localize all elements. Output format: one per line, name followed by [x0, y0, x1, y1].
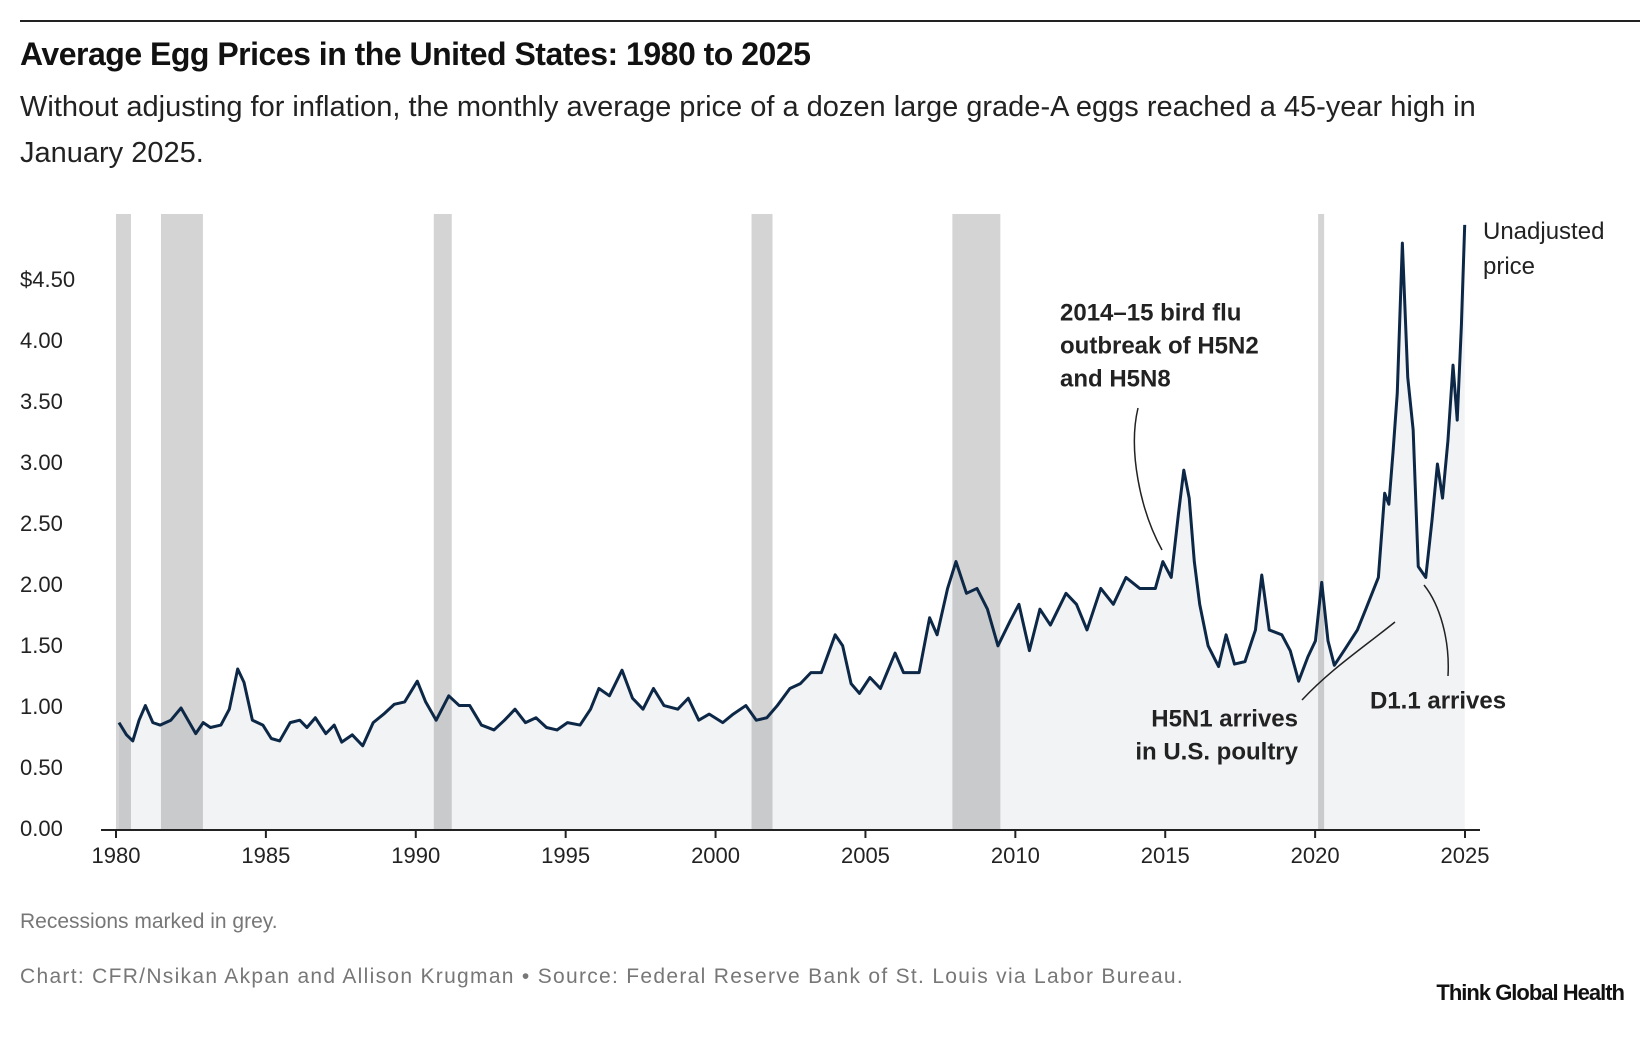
note: Recessions marked in grey.	[20, 910, 278, 933]
recession-band	[115, 214, 131, 830]
annotation: H5N1 arrives in U.S. poultry	[1135, 705, 1298, 765]
area	[118, 224, 1465, 830]
y-tick-label: $4.50	[20, 267, 75, 292]
recession-band	[160, 214, 203, 830]
y-tick-label: 2.50	[20, 511, 63, 536]
x-tick-label: 2025	[1441, 843, 1490, 868]
annotation-text: outbreak of H5N2	[1060, 332, 1259, 359]
annotation-text: H5N1 arrives	[1151, 705, 1298, 732]
recession-band	[952, 214, 1001, 830]
x-tick-label: 1990	[391, 843, 440, 868]
annotation-text: 2014–15 bird flu	[1060, 299, 1241, 326]
y-tick-label: 0.50	[20, 755, 63, 780]
x-tick-label: 2010	[991, 843, 1040, 868]
recession-band	[433, 214, 452, 830]
x-tick-label: 1985	[241, 843, 290, 868]
x-tick-label: 2005	[841, 843, 890, 868]
y-tick-label: 4.00	[20, 328, 63, 353]
y-tick-label: 2.00	[20, 572, 63, 597]
y-tick-label: 0.00	[20, 816, 63, 841]
top-rule	[20, 20, 1640, 22]
x-tick-label: 1995	[541, 843, 590, 868]
x-tick-label: 2015	[1141, 843, 1190, 868]
annotation-text: D1.1 arrives	[1370, 687, 1506, 714]
brand: Think Global Health	[1436, 980, 1625, 1005]
annotation-text: and H5N8	[1060, 365, 1171, 392]
y-tick-label: 1.00	[20, 694, 63, 719]
annotation-leader	[1423, 584, 1449, 677]
y-tick-label: 1.50	[20, 633, 63, 658]
series-label: Unadjusted price	[1483, 218, 1605, 280]
y-tick-label: 3.00	[20, 450, 63, 475]
recession-band	[1318, 214, 1325, 830]
annotation: 2014–15 bird flu outbreak of H5N2 and H5N8	[1060, 299, 1259, 392]
y-tick-label: 3.50	[20, 389, 63, 414]
chart-subtitle: Without adjusting for inflation, the mon…	[20, 91, 1476, 169]
annotation: D1.1 arrives	[1370, 687, 1506, 714]
x-tick-label: 1980	[92, 843, 141, 868]
line	[117, 224, 1467, 748]
x-tick-label: 2000	[691, 843, 740, 868]
chart-title: Average Egg Prices in the United States:…	[20, 36, 811, 72]
annotation-leader	[1301, 621, 1396, 701]
annotation-leader	[1133, 407, 1163, 551]
source: Chart: CFR/Nsikan Akpan and Allison Krug…	[20, 965, 1185, 988]
recession-band	[751, 214, 773, 830]
annotation-text: in U.S. poultry	[1135, 738, 1298, 765]
x-tick-label: 2020	[1291, 843, 1340, 868]
